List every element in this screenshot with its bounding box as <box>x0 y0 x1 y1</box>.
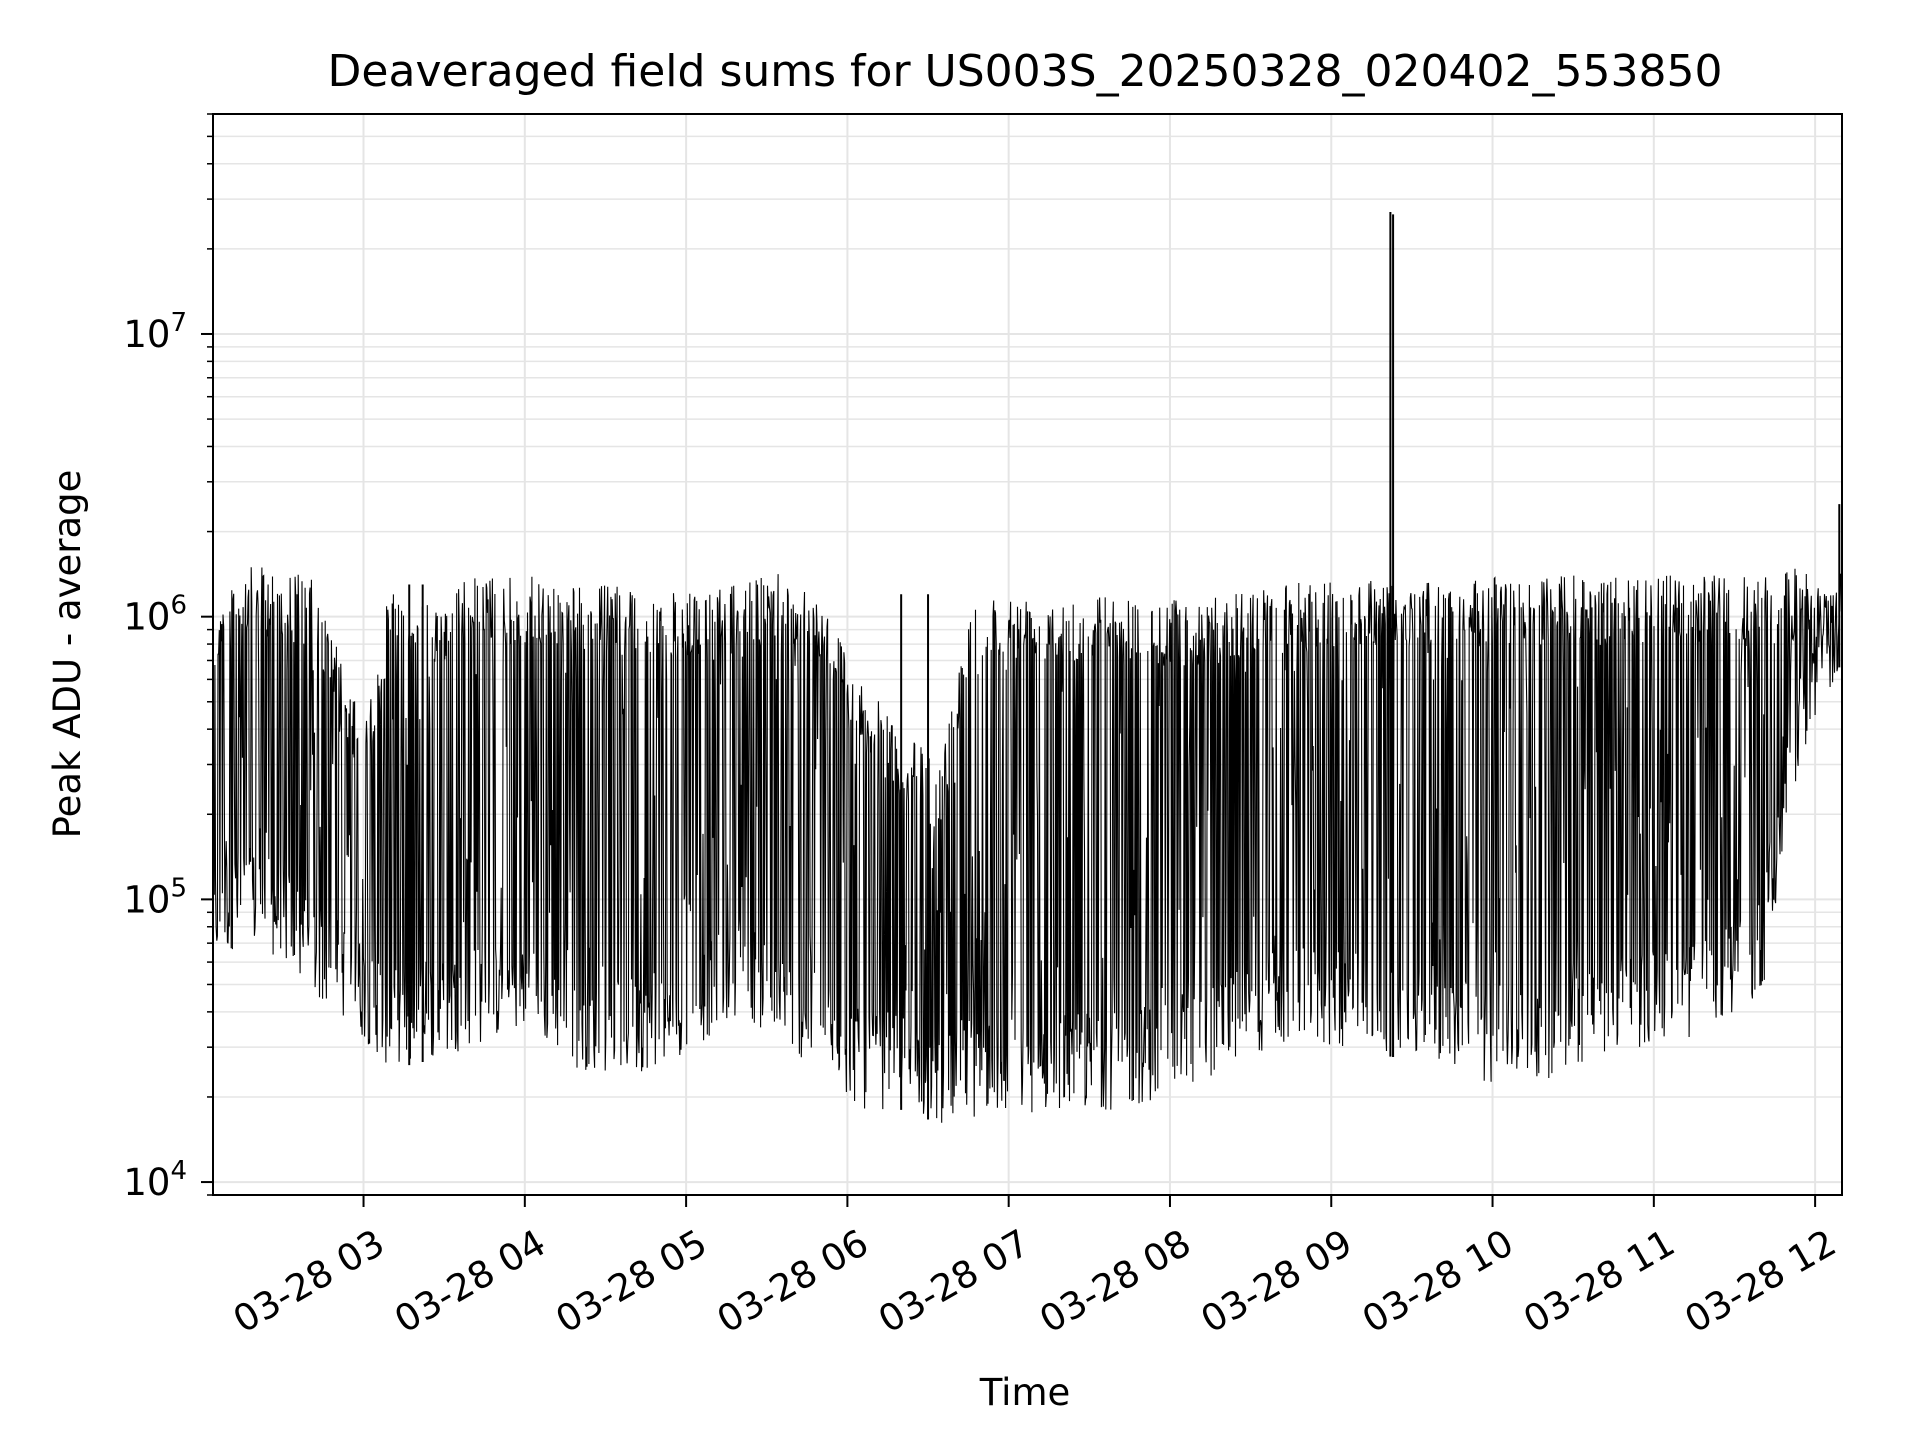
x-tick-label: 03-28 04 <box>387 1221 553 1341</box>
y-tick-label: 106 <box>123 591 187 639</box>
y-axis-label: Peak ADU - average <box>46 470 89 839</box>
series-line <box>212 567 1843 1123</box>
chart-title: Deaveraged field sums for US003S_2025032… <box>328 46 1723 97</box>
x-axis-label: Time <box>979 1371 1071 1414</box>
x-tick-label: 03-28 05 <box>549 1221 715 1341</box>
x-tick-label: 03-28 10 <box>1355 1221 1521 1341</box>
y-tick-label: 104 <box>123 1156 187 1204</box>
x-tick-label: 03-28 12 <box>1678 1221 1844 1341</box>
data-series <box>212 212 1843 1123</box>
x-tick-label: 03-28 09 <box>1194 1221 1360 1341</box>
x-tick-label: 03-28 08 <box>1033 1221 1199 1341</box>
y-axis: 104 105 106 107 <box>123 113 213 1204</box>
plot-frame <box>212 113 1843 1196</box>
x-tick-label: 03-28 07 <box>871 1221 1037 1341</box>
x-tick-label: 03-28 03 <box>226 1221 392 1341</box>
x-tick-label: 03-28 11 <box>1516 1221 1682 1341</box>
x-tick-label: 03-28 06 <box>710 1221 876 1341</box>
y-tick-label: 107 <box>123 308 187 356</box>
y-tick-label: 105 <box>123 873 187 921</box>
